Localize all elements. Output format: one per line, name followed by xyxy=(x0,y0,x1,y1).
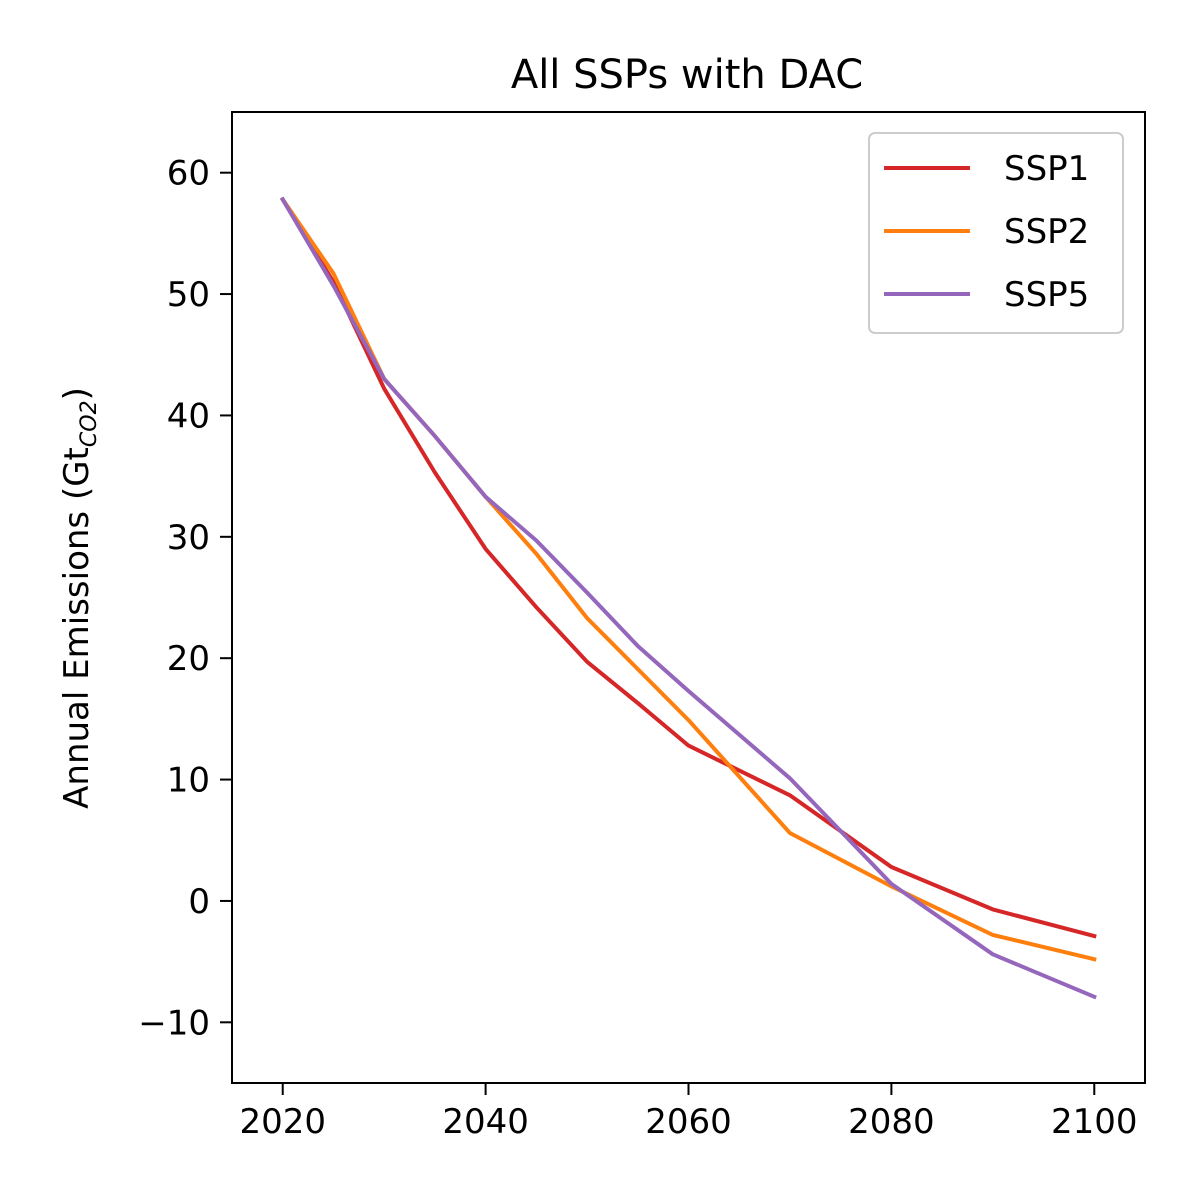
y-tick-label: 60 xyxy=(167,154,210,194)
x-tick-label: 2080 xyxy=(848,1102,935,1142)
series-line-ssp5 xyxy=(279,196,1097,1000)
y-tick-label: 30 xyxy=(167,518,210,558)
y-axis-label: Annual Emissions (GtCO2) xyxy=(57,387,102,809)
y-tick-label: 0 xyxy=(188,882,210,922)
y-axis-ticks: −10 0 10 20 30 40 50 60 xyxy=(138,154,232,1043)
legend: SSP1 SSP2 SSP5 xyxy=(868,132,1124,334)
x-axis-ticks: 2020 2040 2060 2080 2100 xyxy=(239,1083,1138,1142)
plot-area-frame xyxy=(231,111,1146,1084)
x-tick-label: 2040 xyxy=(442,1102,529,1142)
legend-label-ssp1: SSP1 xyxy=(1004,149,1089,189)
x-tick-label: 2020 xyxy=(239,1102,326,1142)
y-tick-label: −10 xyxy=(138,1003,210,1043)
legend-box xyxy=(868,132,1124,334)
y-tick-label: 20 xyxy=(167,639,210,679)
y-axis-label-subscript: CO2 xyxy=(77,400,102,447)
x-tick-label: 2100 xyxy=(1051,1102,1138,1142)
y-axis-label-main: Annual Emissions (Gt xyxy=(57,447,97,809)
series-line-ssp1 xyxy=(279,196,1097,939)
legend-label-ssp2: SSP2 xyxy=(1004,212,1089,252)
series-layer xyxy=(279,196,1097,1000)
y-tick-label: 50 xyxy=(167,275,210,315)
y-axis-label-close: ) xyxy=(57,387,97,400)
legend-label-ssp5: SSP5 xyxy=(1004,275,1089,315)
x-tick-label: 2060 xyxy=(645,1102,732,1142)
y-tick-label: 10 xyxy=(167,761,210,801)
y-tick-label: 40 xyxy=(167,396,210,436)
chart-title: All SSPs with DAC xyxy=(511,52,863,98)
